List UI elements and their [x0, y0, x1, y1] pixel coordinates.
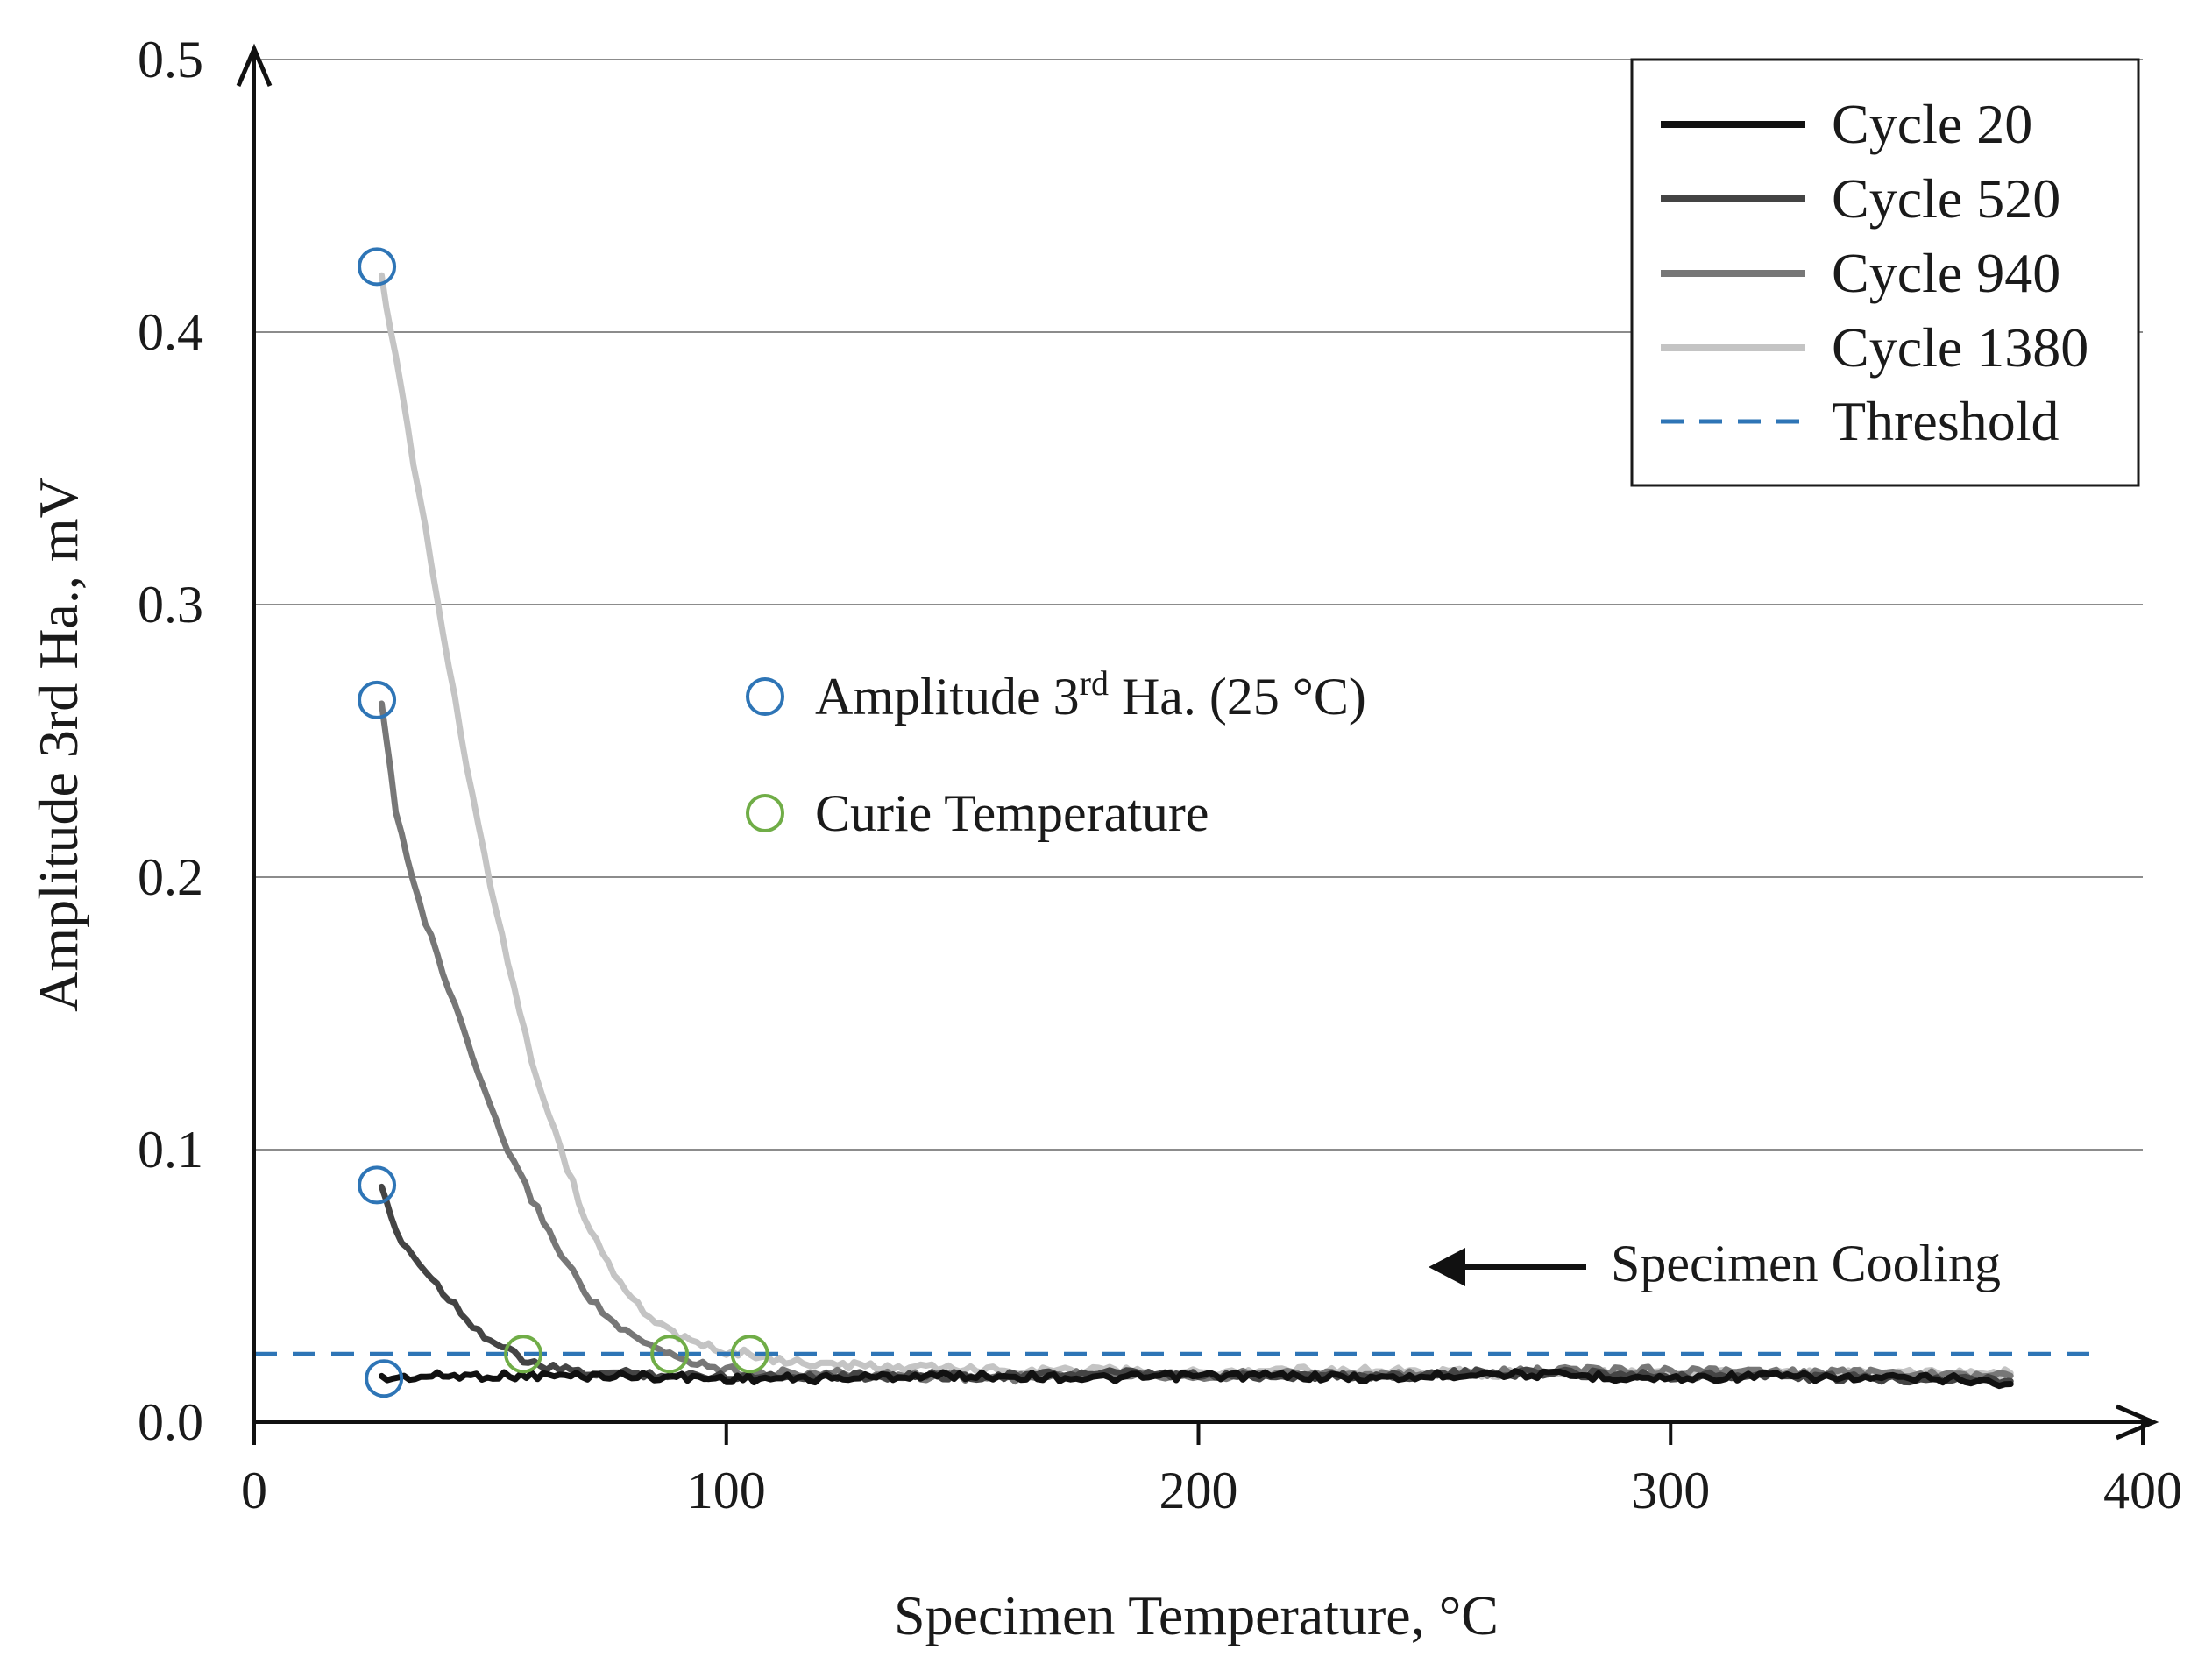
y-tick-label-1: 0.1: [138, 1121, 203, 1179]
x-tick-label-0: 0: [241, 1462, 267, 1519]
x-tick-label-4: 400: [2103, 1462, 2182, 1519]
legend: Cycle 20 Cycle 520 Cycle 940 Cycle 1380 …: [1630, 58, 2140, 487]
axes: [236, 43, 2159, 1445]
amplitude-marker-key: [746, 677, 784, 716]
amplitude-marker-0: [358, 247, 397, 287]
y-tick-label-5: 0.5: [138, 31, 203, 89]
amplitude-marker-label: Amplitude 3rd Ha. (25 °C): [815, 663, 1366, 726]
x-tick-label-1: 100: [687, 1462, 766, 1519]
amplitude-marker-2: [358, 1165, 397, 1205]
curie-marker-key: [746, 794, 784, 832]
y-tick-label-3: 0.3: [138, 576, 203, 634]
curie-marker-0: [504, 1335, 543, 1374]
x-axis-arrowhead: [2116, 1404, 2159, 1441]
legend-label-threshold: Threshold: [1832, 390, 2060, 452]
series-line-cycle-20: [379, 1368, 2014, 1390]
amplitude-marker-1: [358, 680, 397, 719]
cooling-arrow-head: [1429, 1248, 1465, 1286]
series-layer: [379, 272, 2014, 1390]
tick-labels: 0 100 200 300 400 0.0 0.1 0.2 0.3 0.4 0.5: [138, 31, 2182, 1519]
y-tick-label-0: 0.0: [138, 1393, 203, 1451]
curie-marker-1: [650, 1335, 690, 1374]
curie-marker-label: Curie Temperature: [815, 784, 1209, 842]
cooling-annotation-label: Specimen Cooling: [1611, 1235, 2001, 1292]
marker-legend: Amplitude 3rd Ha. (25 °C) Curie Temperat…: [746, 663, 1366, 842]
legend-label-cycle-1380: Cycle 1380: [1832, 316, 2088, 379]
amplitude-label-main: Amplitude 3: [815, 668, 1080, 726]
marker-layer: [358, 247, 769, 1398]
y-tick-label-4: 0.4: [138, 303, 203, 361]
x-tick-label-3: 300: [1631, 1462, 1710, 1519]
amplitude-marker-3: [365, 1359, 404, 1398]
legend-label-cycle-940: Cycle 940: [1832, 242, 2060, 304]
amplitude-label-sup: rd: [1080, 663, 1109, 703]
y-tick-label-2: 0.2: [138, 848, 203, 906]
legend-label-cycle-520: Cycle 520: [1832, 167, 2060, 230]
y-axis-title: Amplitude 3rd Ha., mV: [27, 478, 89, 1012]
x-axis-title: Specimen Temperature, °C: [894, 1584, 1499, 1646]
legend-label-cycle-20: Cycle 20: [1832, 93, 2032, 155]
curie-marker-2: [730, 1335, 769, 1374]
y-axis-arrowhead: [236, 43, 273, 87]
x-tick-label-2: 200: [1159, 1462, 1238, 1519]
amplitude-label-rest: Ha. (25 °C): [1109, 668, 1366, 726]
cooling-annotation: Specimen Cooling: [1429, 1235, 2001, 1292]
